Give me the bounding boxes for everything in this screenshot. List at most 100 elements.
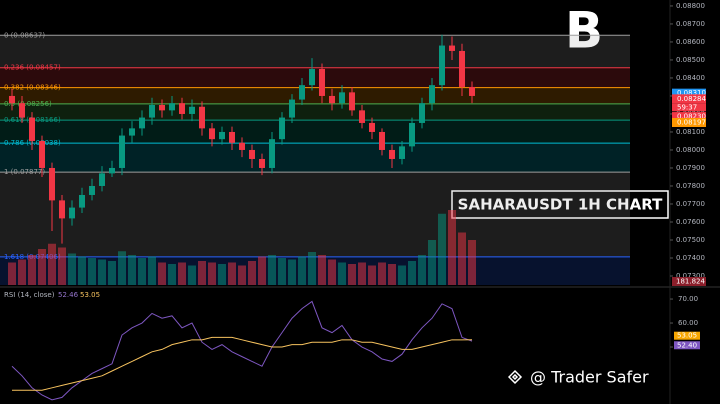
volume-bar xyxy=(118,251,126,285)
price-tag xyxy=(672,94,706,104)
volume-bar xyxy=(188,265,196,285)
watermark: @ Trader Safer xyxy=(507,368,649,387)
price-tag xyxy=(672,118,706,128)
candle-body xyxy=(39,140,45,168)
volume-bar xyxy=(228,262,236,285)
candle-body xyxy=(439,45,445,86)
candle-body xyxy=(469,86,475,96)
volume-bar xyxy=(268,255,276,285)
fib-band xyxy=(0,143,630,173)
rsi-title: RSI (14, close) xyxy=(4,291,55,299)
candle-body xyxy=(119,135,125,168)
candle-body xyxy=(139,117,145,129)
fib-band xyxy=(0,120,630,144)
y-tick-label: 0.08400 xyxy=(676,74,705,82)
volume-bar xyxy=(408,261,416,285)
volume-bar xyxy=(88,258,96,285)
price-tag xyxy=(672,112,706,122)
candle-body xyxy=(299,85,305,100)
candle-body xyxy=(199,106,205,129)
watermark-icon xyxy=(507,369,523,385)
candle-body xyxy=(269,139,275,168)
candle-body xyxy=(169,103,175,111)
volume-bar xyxy=(308,252,316,285)
candle-body xyxy=(159,104,165,111)
volume-bar xyxy=(298,256,306,285)
price-tag-label: 0.08197 xyxy=(677,119,706,127)
volume-bar xyxy=(98,259,106,285)
candle-body xyxy=(219,131,225,140)
candle-body xyxy=(259,158,265,168)
volume-bar xyxy=(328,259,336,285)
volume-bar xyxy=(78,256,86,285)
countdown: 59:37 xyxy=(677,103,697,111)
rsi-tag-label: 52.40 xyxy=(677,341,697,349)
fib-band xyxy=(0,103,630,121)
volume-bar xyxy=(208,262,216,285)
fib-band xyxy=(0,172,630,257)
legend-entry: 53.05 xyxy=(80,291,100,299)
candle-body xyxy=(379,131,385,150)
fib-label: 0.5 (0.08256) xyxy=(4,100,52,108)
volume-bar xyxy=(18,259,26,285)
candle-body xyxy=(89,185,95,195)
volume-bar xyxy=(418,255,426,285)
volume-bar xyxy=(288,259,296,285)
y-tick-label: 0.08700 xyxy=(676,20,705,28)
fib-label: 1 (0.07877) xyxy=(4,168,45,176)
volume-bar xyxy=(258,256,266,285)
rsi-tag xyxy=(674,331,700,340)
volume-bar xyxy=(218,264,226,285)
volume-bar xyxy=(458,232,466,285)
title-box xyxy=(451,190,669,219)
volume-bar xyxy=(278,258,286,285)
y-tick-label: 0.08500 xyxy=(676,56,705,64)
candle-body xyxy=(69,207,75,219)
candle-body xyxy=(239,142,245,150)
volume-bar xyxy=(428,240,436,285)
candle-body xyxy=(389,149,395,159)
candle-body xyxy=(149,104,155,118)
volume-bar xyxy=(378,262,386,285)
candle-body xyxy=(319,68,325,96)
volume-bar xyxy=(58,247,66,285)
candle-body xyxy=(429,85,435,104)
fib-label: 0.382 (0.08346) xyxy=(4,84,61,92)
y-tick-label: 0.08000 xyxy=(676,146,705,154)
candle-body xyxy=(79,194,85,208)
candle-body xyxy=(209,128,215,140)
rsi-tag-label: 53.05 xyxy=(677,332,697,340)
candle-body xyxy=(29,117,35,141)
fib-label: 0 (0.08637) xyxy=(4,31,45,39)
candle-body xyxy=(329,95,335,104)
volume-bar xyxy=(388,264,396,285)
candle-body xyxy=(99,173,105,186)
volume-bar xyxy=(128,255,136,285)
candle-body xyxy=(369,122,375,132)
volume-bar xyxy=(468,240,476,285)
y-tick-label: 60.00 xyxy=(678,319,698,327)
volume-label: 181.824 xyxy=(676,278,705,286)
candle-body xyxy=(349,92,355,111)
volume-bar xyxy=(348,264,356,285)
candle-body xyxy=(49,167,55,201)
volume-bar xyxy=(368,265,376,285)
candle-body xyxy=(189,106,195,114)
price-tag-label: 0.08284 xyxy=(677,95,706,103)
candle-body xyxy=(309,68,315,86)
fib-band xyxy=(0,87,630,104)
candle-body xyxy=(449,45,455,51)
volume-bar xyxy=(68,253,76,285)
y-tick-label: 70.00 xyxy=(678,295,698,303)
y-tick-label: 0.07500 xyxy=(676,236,705,244)
chart-title: SAHARAUSDT 1H CHART xyxy=(458,196,663,214)
volume-bar xyxy=(438,213,446,285)
y-tick-label: 0.07400 xyxy=(676,254,705,262)
fib-band xyxy=(0,35,630,68)
logo: B xyxy=(565,2,603,60)
rsi-line xyxy=(11,300,473,401)
volume-bar xyxy=(38,249,46,285)
candle-body xyxy=(59,200,65,219)
price-tag-label: 0.08230 xyxy=(677,113,706,121)
